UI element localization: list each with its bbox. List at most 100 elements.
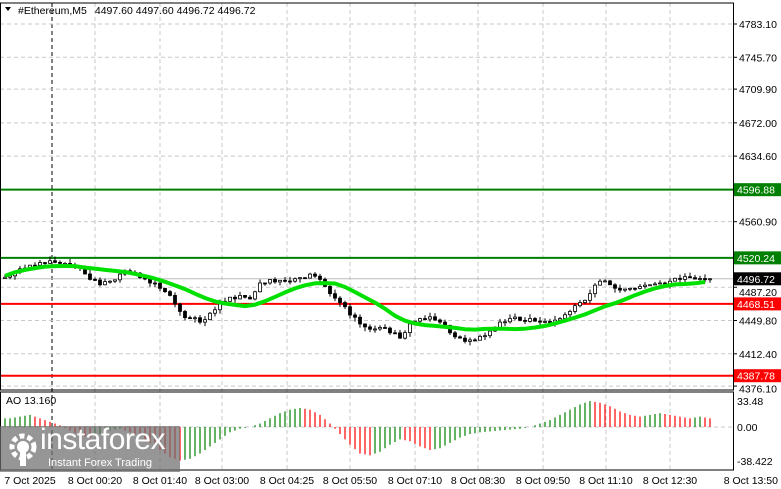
candle-body xyxy=(618,287,622,291)
candle-body xyxy=(678,277,682,280)
candle-body xyxy=(623,288,627,291)
ohlc-values: 4497.60 4497.60 4496.72 4496.72 xyxy=(95,5,256,17)
candle-body xyxy=(158,282,162,289)
candle-body xyxy=(268,279,272,284)
candle-body xyxy=(203,319,207,323)
candle-body xyxy=(103,281,107,286)
candle-body xyxy=(303,277,307,280)
candle-body xyxy=(423,318,427,320)
candle-body xyxy=(408,323,412,334)
price-tick-label: 4376.10 xyxy=(739,384,777,396)
candle-body xyxy=(283,279,287,282)
price-tick-label: 4745.70 xyxy=(739,52,777,64)
time-tick-label: 8 Oct 12:30 xyxy=(643,475,697,487)
candle-body xyxy=(613,284,617,289)
time-tick-label: 8 Oct 04:25 xyxy=(260,475,314,487)
candle-body xyxy=(528,318,532,322)
candle-body xyxy=(88,273,92,280)
candle-body xyxy=(263,282,267,285)
candle-body xyxy=(363,323,367,328)
current-price-bg xyxy=(734,272,781,286)
candle-body xyxy=(333,293,337,299)
candle-body xyxy=(693,277,697,280)
candle-body xyxy=(338,297,342,303)
dropdown-triangle-icon[interactable] xyxy=(5,7,11,11)
grid xyxy=(0,3,733,470)
main-panel-frame xyxy=(0,2,734,391)
candle-body xyxy=(358,316,362,325)
candle-body xyxy=(48,260,52,264)
time-tick-label: 8 Oct 07:10 xyxy=(388,475,442,487)
candle-body xyxy=(288,280,292,283)
candle-body xyxy=(198,317,202,323)
candle-body xyxy=(153,282,157,285)
candle-body xyxy=(583,299,587,303)
indicator-label: AO 13.160 xyxy=(6,395,56,407)
candle-body xyxy=(193,317,197,320)
candle-body xyxy=(53,260,57,263)
candle-body xyxy=(343,302,347,308)
time-tick-label: 8 Oct 08:30 xyxy=(451,475,505,487)
candle-body xyxy=(608,280,612,286)
candle-body xyxy=(683,276,687,280)
price-tick-label: 4634.60 xyxy=(739,151,777,163)
candle-body xyxy=(593,284,597,295)
candle-body xyxy=(308,273,312,279)
level-label: 4596.88 xyxy=(737,185,775,197)
candle-body xyxy=(38,262,42,266)
candle-body xyxy=(653,283,657,286)
candle-body xyxy=(563,314,567,319)
watermark: instaforex Instant Forex Trading xyxy=(0,424,180,472)
candle-body xyxy=(698,278,702,280)
ao-tick-label: 33.48 xyxy=(737,396,763,408)
candle-body xyxy=(658,282,662,285)
candle-body xyxy=(418,318,422,322)
time-tick-label: 8 Oct 11:10 xyxy=(579,475,633,487)
candle-body xyxy=(233,296,237,300)
candle-body xyxy=(643,284,647,287)
candle-body xyxy=(93,279,97,281)
chart-header: #Ethereum,M5 4497.60 4497.60 4496.72 4496… xyxy=(18,5,256,17)
candle-body xyxy=(468,339,472,342)
candle-body xyxy=(188,317,192,320)
level-label: 4468.51 xyxy=(737,299,775,311)
candle-body xyxy=(543,321,547,323)
candle-body xyxy=(533,318,537,322)
price-tick-label: 4449.80 xyxy=(739,316,777,328)
candle-body xyxy=(688,276,692,279)
candle-body xyxy=(163,287,167,292)
candle-body xyxy=(278,279,282,283)
candle-body xyxy=(3,276,7,279)
candle-body xyxy=(458,336,462,339)
candle-body xyxy=(228,296,232,302)
chart-symbol: #Ethereum,M5 xyxy=(18,5,87,17)
candle-body xyxy=(113,279,117,282)
level-label-bg xyxy=(734,369,781,383)
candle-body xyxy=(433,316,437,321)
price-tick-label: 4672.00 xyxy=(739,118,777,130)
candle-body xyxy=(463,337,467,342)
candle-body xyxy=(703,278,707,281)
ma-line xyxy=(4,264,706,332)
ao-tick-label: -38.422 xyxy=(737,456,773,468)
candle-body xyxy=(598,280,602,286)
candle-body xyxy=(313,273,317,277)
level-label-bg xyxy=(734,251,781,265)
price-tick-label: 4412.40 xyxy=(739,349,777,361)
candle-body xyxy=(243,295,247,298)
candle-body xyxy=(388,327,392,334)
time-tick-label: 8 Oct 05:50 xyxy=(323,475,377,487)
price-tick-label: 4560.90 xyxy=(739,217,777,229)
time-tick-label: 8 Oct 00:20 xyxy=(68,475,122,487)
candle-body xyxy=(578,302,582,307)
level-label-bg xyxy=(734,297,781,311)
candle-body xyxy=(503,321,507,324)
candle-body xyxy=(538,320,542,323)
candle-body xyxy=(238,295,242,300)
candle-body xyxy=(353,314,357,318)
candle-body xyxy=(428,316,432,320)
candle-body xyxy=(488,330,492,337)
candle-body xyxy=(588,293,592,301)
